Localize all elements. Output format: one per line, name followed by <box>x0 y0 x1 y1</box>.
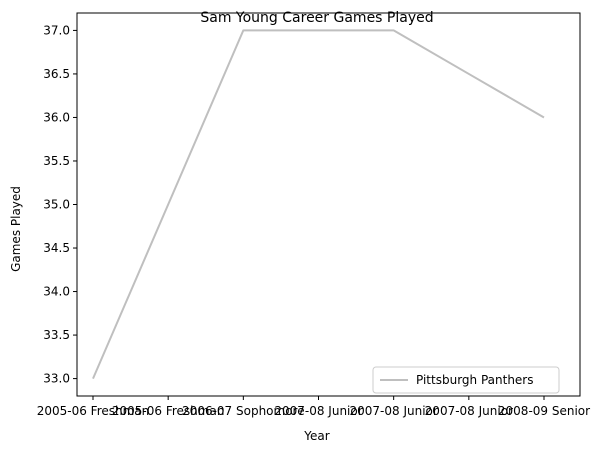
x-axis-title: Year <box>303 429 329 443</box>
x-tick-label: 2006-07 Sophomore <box>182 404 305 418</box>
y-tick-label: 36.5 <box>43 67 70 81</box>
x-tick-label: 2007-08 Junior <box>350 404 438 418</box>
y-tick-label: 36.0 <box>43 110 70 124</box>
series-layer <box>92 29 545 379</box>
chart-title: Sam Young Career Games Played <box>200 10 433 26</box>
y-tick-label: 33.0 <box>43 372 70 386</box>
y-axis-title: Games Played <box>9 186 23 272</box>
y-tick-label: 37.0 <box>43 23 70 37</box>
y-tick-label: 34.0 <box>43 285 70 299</box>
y-tick-label: 33.5 <box>43 328 70 342</box>
legend: Pittsburgh Panthers <box>372 366 560 394</box>
legend-label: Pittsburgh Panthers <box>416 373 534 387</box>
x-tick-label: 2005-06 Freshman <box>37 404 150 418</box>
x-tick-label: 2007-08 Junior <box>274 404 362 418</box>
y-tick-label: 34.5 <box>43 241 70 255</box>
x-tick-label: 2005-06 Freshman <box>112 404 225 418</box>
y-axis: 33.0 33.5 34.0 34.5 35.0 35.5 36.0 36.5 37.0 <box>43 23 77 386</box>
series-line <box>92 29 545 379</box>
x-tick-label: 2008-09 Senior <box>498 404 590 418</box>
y-tick-label: 35.5 <box>43 154 70 168</box>
x-tick-label: 2007-08 Junior <box>425 404 513 418</box>
y-tick-label: 35.0 <box>43 198 70 212</box>
legend-box <box>372 366 560 394</box>
